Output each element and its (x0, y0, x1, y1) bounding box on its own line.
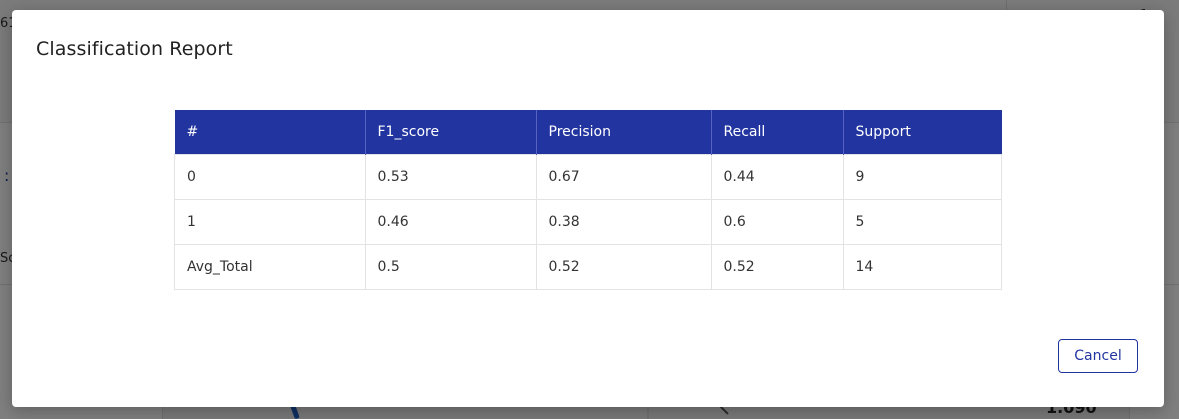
table-cell: 0.38 (535, 199, 712, 245)
table-header-row: # F1_score Precision Recall Support (174, 110, 1002, 155)
table-row: 0 0.53 0.67 0.44 9 (174, 154, 1002, 200)
table-cell: 5 (842, 199, 1002, 245)
table-cell: 0.46 (364, 199, 537, 245)
table-cell: 14 (842, 244, 1002, 290)
cancel-button[interactable]: Cancel (1058, 339, 1138, 373)
column-header: Precision (536, 110, 712, 155)
column-header: # (174, 110, 366, 155)
table-cell: 0.52 (710, 244, 844, 290)
table-row: Avg_Total 0.5 0.52 0.52 14 (174, 244, 1002, 290)
table-cell: Avg_Total (174, 244, 366, 290)
table-cell: 1 (174, 199, 366, 245)
classification-report-modal: Classification Report # F1_score Precisi… (12, 10, 1164, 407)
table-cell: 0.52 (535, 244, 712, 290)
table-cell: 9 (842, 154, 1002, 200)
table-cell: 0.5 (364, 244, 537, 290)
table-row: 1 0.46 0.38 0.6 5 (174, 199, 1002, 245)
column-header: Recall (711, 110, 844, 155)
modal-title: Classification Report (36, 38, 233, 60)
table-cell: 0.53 (364, 154, 537, 200)
table-cell: 0 (174, 154, 366, 200)
table-cell: 0.67 (535, 154, 712, 200)
column-header: Support (843, 110, 1002, 155)
column-header: F1_score (365, 110, 537, 155)
table-cell: 0.44 (710, 154, 844, 200)
classification-report-table: # F1_score Precision Recall Support 0 0.… (174, 110, 1002, 290)
table-cell: 0.6 (710, 199, 844, 245)
